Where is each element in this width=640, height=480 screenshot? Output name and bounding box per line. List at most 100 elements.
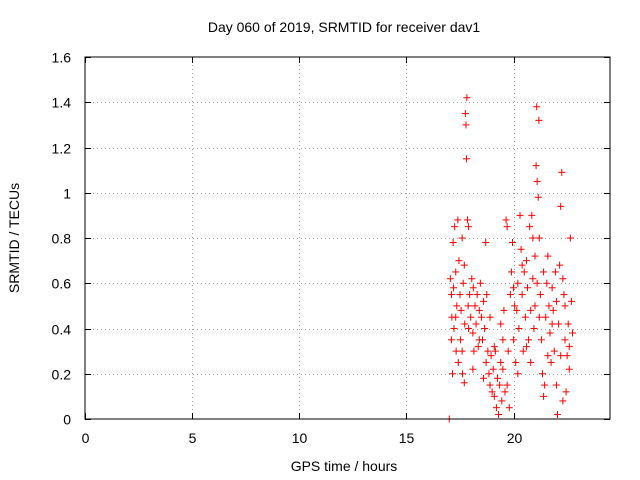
data-point [564,320,572,328]
data-point [547,358,555,366]
data-point [490,392,498,400]
data-point [462,121,470,129]
data-point [480,297,488,305]
data-point [519,347,527,355]
grid [85,57,610,419]
data-point [456,291,464,299]
data-point [447,291,455,299]
data-point [454,216,462,224]
x-tick-label: 10 [292,430,308,446]
data-point [541,381,549,389]
data-point [520,268,528,276]
data-point [554,410,561,418]
data-point [458,347,466,355]
data-point [473,291,481,299]
data-point [511,302,519,310]
data-point [451,223,459,231]
data-point [498,397,506,405]
data-point [569,329,576,337]
data-point [470,347,478,355]
data-point [562,388,570,396]
data-point [565,365,573,373]
data-point [566,234,574,242]
data-point [501,388,509,396]
data-point [565,343,573,351]
data-point [540,268,548,276]
data-point [510,336,518,344]
data-point [525,336,533,344]
data-point [567,297,575,305]
data-point [469,284,477,292]
data-point [539,370,546,378]
data-point [499,365,507,373]
data-point [476,279,484,287]
data-point [482,358,490,366]
data-point [515,325,523,332]
data-point [537,336,545,344]
data-point [518,291,526,299]
data-point [465,223,473,231]
x-tick-label: 0 [82,430,90,446]
data-point [524,284,531,292]
data-point [461,110,469,118]
data-point [563,352,571,360]
data-point [533,177,541,185]
data-point [484,347,492,355]
data-point [464,302,472,310]
data-point [457,306,465,314]
data-point [483,291,491,299]
data-point [531,302,539,310]
data-point [452,268,460,276]
data-point [452,347,460,355]
data-point [560,291,568,299]
data-point [561,336,569,344]
data-point [552,297,560,305]
data-point [492,404,500,412]
data-point [551,268,559,276]
data-point [550,347,558,355]
data-point [461,320,469,328]
x-tick-label: 5 [189,430,197,446]
data-point [540,392,548,400]
data-point [536,291,544,299]
data-point [521,313,529,321]
data-point [502,216,510,224]
data-point [456,336,464,344]
data-point [471,302,479,310]
data-point [506,291,514,299]
data-point [447,336,455,344]
data-point [559,397,567,405]
data-point [529,234,537,242]
data-point [469,365,477,373]
y-tick-label: 0 [63,412,71,428]
data-point [495,410,503,418]
data-point [481,325,489,332]
data-point [469,329,477,337]
x-tick-label: 15 [399,430,415,446]
data-point [556,261,564,269]
data-point [488,388,496,396]
data-point [467,313,475,321]
data-point [485,370,493,378]
data-point [517,245,525,253]
data-point [552,381,560,389]
y-tick-label: 1.6 [52,50,72,66]
data-point [486,381,494,389]
data-point [453,302,461,310]
data-point [458,234,466,242]
data-point [499,336,507,344]
y-tick-label: 0.2 [52,367,72,383]
data-point [486,313,494,321]
data-point [557,352,565,360]
data-point [531,252,539,260]
data-point [490,343,498,351]
data-point [513,306,521,314]
data-point [518,261,526,269]
data-point [533,103,541,111]
data-point [503,223,511,231]
data-point [459,370,467,378]
data-point [526,223,534,231]
data-point [514,279,522,287]
data-point [549,306,557,314]
